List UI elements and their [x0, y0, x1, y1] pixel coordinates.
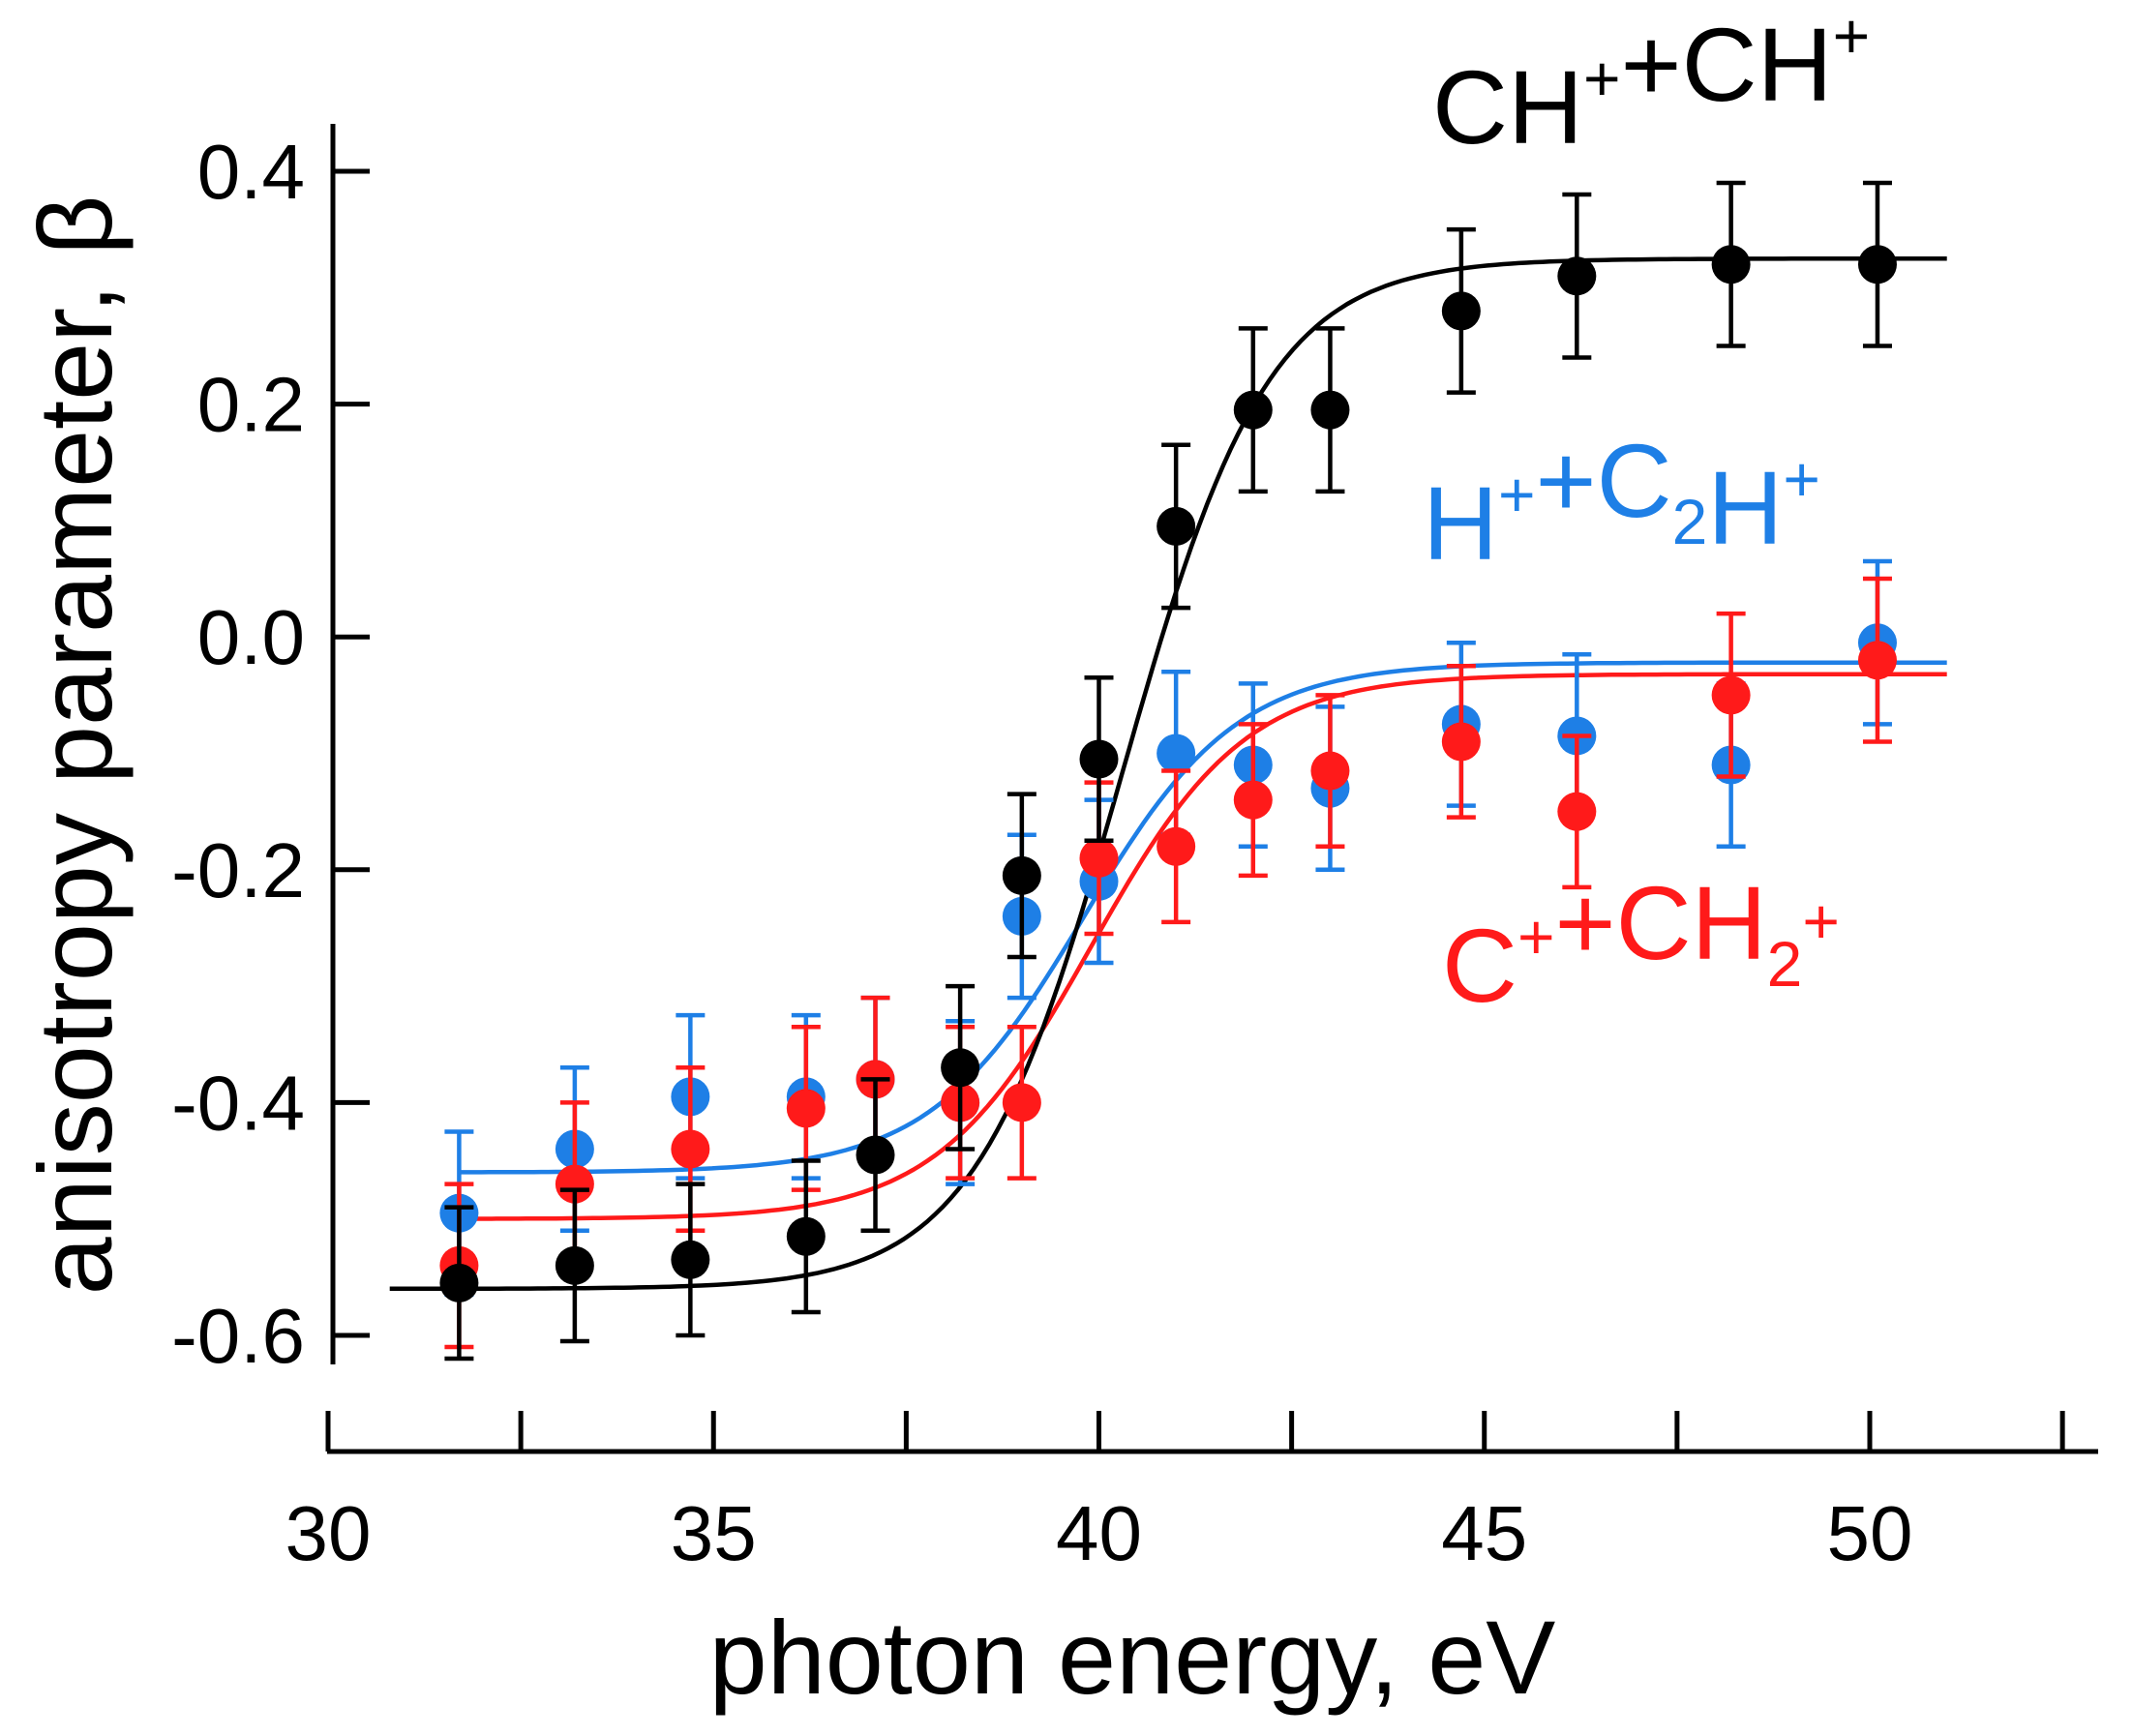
- x-tick-label: 45: [1441, 1490, 1527, 1576]
- series-label-part: CH: [1432, 48, 1583, 165]
- data-point: [1711, 245, 1751, 284]
- series-label: H++C2H+: [1423, 422, 1820, 582]
- data-point: [1441, 722, 1481, 762]
- x-tick-label: 50: [1827, 1490, 1913, 1576]
- data-point: [555, 1245, 594, 1285]
- data-point: [856, 1135, 895, 1175]
- series-label-part: +: [1783, 443, 1820, 515]
- data-point: [671, 1129, 710, 1169]
- data-point: [786, 1089, 826, 1128]
- data-point: [941, 1048, 980, 1088]
- x-tick-label: 30: [285, 1490, 372, 1576]
- series-label-part: +: [1833, 0, 1871, 72]
- data-point: [1079, 739, 1119, 779]
- series-label-part: +: [1583, 43, 1621, 114]
- series-label: C++CH2+: [1442, 864, 1840, 1024]
- data-point: [1157, 506, 1196, 546]
- data-point: [1233, 780, 1273, 820]
- y-tick-label: 0.2: [197, 362, 305, 448]
- series-label-part: C: [1442, 907, 1517, 1024]
- y-tick-label: -0.2: [171, 827, 305, 913]
- y-axis-label: anisotropy parameter, β: [16, 195, 134, 1296]
- series-label-part: +C: [1536, 422, 1672, 539]
- fit-curves: [389, 255, 1947, 1292]
- data-point: [786, 1216, 826, 1256]
- series-points: [439, 180, 1897, 1362]
- series-label-part: 2: [1767, 928, 1803, 1000]
- x-axis-label: photon energy, eV: [709, 1599, 1556, 1716]
- series-label-part: H: [1707, 449, 1783, 566]
- data-point: [1857, 245, 1897, 284]
- data-point: [671, 1240, 710, 1279]
- y-tick-label: 0.4: [197, 129, 305, 215]
- data-point: [1157, 733, 1196, 773]
- fit-curve: [459, 660, 1947, 1175]
- data-point: [1557, 256, 1597, 296]
- series-label-part: H: [1423, 464, 1498, 582]
- series-labels: CH++CH+H++C2H+C++CH2+: [1423, 0, 1870, 1024]
- axes: 30 35 40 45 50 0.4 0.2 0.0 -0.2 -0.4 -0.6: [171, 124, 2098, 1576]
- series-label-part: +: [1498, 459, 1536, 530]
- fit-curve: [459, 672, 1947, 1221]
- series-label-part: +: [1517, 901, 1555, 973]
- series-label-part: 2: [1672, 486, 1708, 557]
- data-point: [1002, 855, 1041, 895]
- data-point: [1857, 641, 1897, 680]
- series-label-part: +: [1802, 885, 1840, 957]
- series-label: CH++CH+: [1432, 0, 1870, 165]
- data-point: [1310, 751, 1350, 791]
- data-point: [1233, 390, 1273, 430]
- data-points: [439, 180, 1897, 1362]
- data-point: [1711, 675, 1751, 715]
- data-point: [555, 1164, 594, 1204]
- x-tick-label: 40: [1056, 1490, 1142, 1576]
- x-tick-label: 35: [671, 1490, 757, 1576]
- data-point: [1441, 291, 1481, 331]
- y-tick-label: 0.0: [197, 594, 305, 680]
- data-point: [1157, 826, 1196, 866]
- data-point: [1310, 390, 1350, 430]
- data-point: [1002, 1083, 1041, 1122]
- data-point: [439, 1263, 479, 1302]
- series-label-part: +CH: [1621, 6, 1833, 123]
- y-tick-label: -0.6: [171, 1293, 305, 1379]
- fit-curve: [389, 255, 1947, 1292]
- data-point: [1079, 838, 1119, 878]
- y-tick-label: -0.4: [171, 1060, 305, 1146]
- data-point: [1557, 792, 1597, 831]
- series-label-part: +CH: [1555, 864, 1767, 981]
